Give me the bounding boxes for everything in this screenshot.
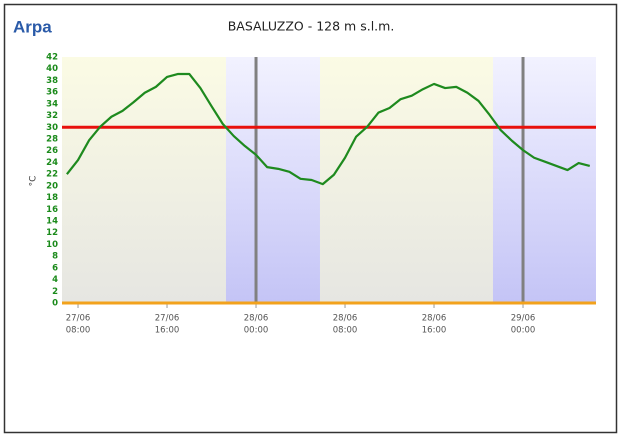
y-tick-label: 4 (52, 275, 58, 285)
y-tick-label: 28 (46, 135, 58, 145)
x-tick-label: 28/06 (244, 314, 269, 324)
y-tick-label: 40 (46, 64, 58, 74)
x-tick-label: 27/06 (66, 314, 91, 324)
x-tick-label: 08:00 (66, 326, 91, 336)
y-tick-label: 18 (46, 193, 58, 203)
logo: Arpa (13, 17, 52, 36)
day-band (62, 57, 226, 303)
data-line (66, 72, 591, 186)
y-tick-label: 2 (52, 287, 58, 297)
x-tick-label: 00:00 (244, 326, 269, 336)
y-tick-label: 38 (46, 76, 58, 86)
y-tick-label: 12 (46, 228, 58, 238)
x-tick-label: 00:00 (511, 326, 536, 336)
y-tick-label: 20 (46, 181, 58, 191)
x-tick-label: 28/06 (333, 314, 358, 324)
y-tick-label: 10 (46, 240, 58, 250)
y-tick-label: 8 (52, 252, 58, 262)
y-tick-label: 24 (46, 158, 58, 168)
y-tick-label: 6 (52, 263, 58, 273)
y-tick-label: 36 (46, 88, 58, 98)
y-tick-label: 16 (46, 205, 58, 215)
plot-area: 0246810121416182022242628303234363840422… (46, 53, 596, 336)
y-tick-label: 14 (46, 217, 58, 227)
y-tick-label: 22 (46, 170, 58, 180)
y-tick-label: 34 (46, 99, 58, 109)
y-tick-label: 30 (46, 123, 58, 133)
y-tick-label: 42 (46, 53, 58, 63)
chart-title: BASALUZZO - 128 m s.l.m. (228, 19, 395, 34)
y-tick-label: 32 (46, 111, 58, 121)
x-tick-label: 16:00 (155, 326, 180, 336)
x-tick-label: 29/06 (511, 314, 536, 324)
x-tick-label: 16:00 (422, 326, 447, 336)
x-tick-label: 28/06 (422, 314, 447, 324)
day-band (319, 57, 493, 303)
night-band (492, 57, 596, 303)
x-tick-label: 27/06 (155, 314, 180, 324)
y-axis-label: °C (29, 176, 39, 187)
y-tick-label: 26 (46, 146, 58, 156)
x-tick-label: 08:00 (333, 326, 358, 336)
y-tick-label: 0 (52, 299, 58, 309)
